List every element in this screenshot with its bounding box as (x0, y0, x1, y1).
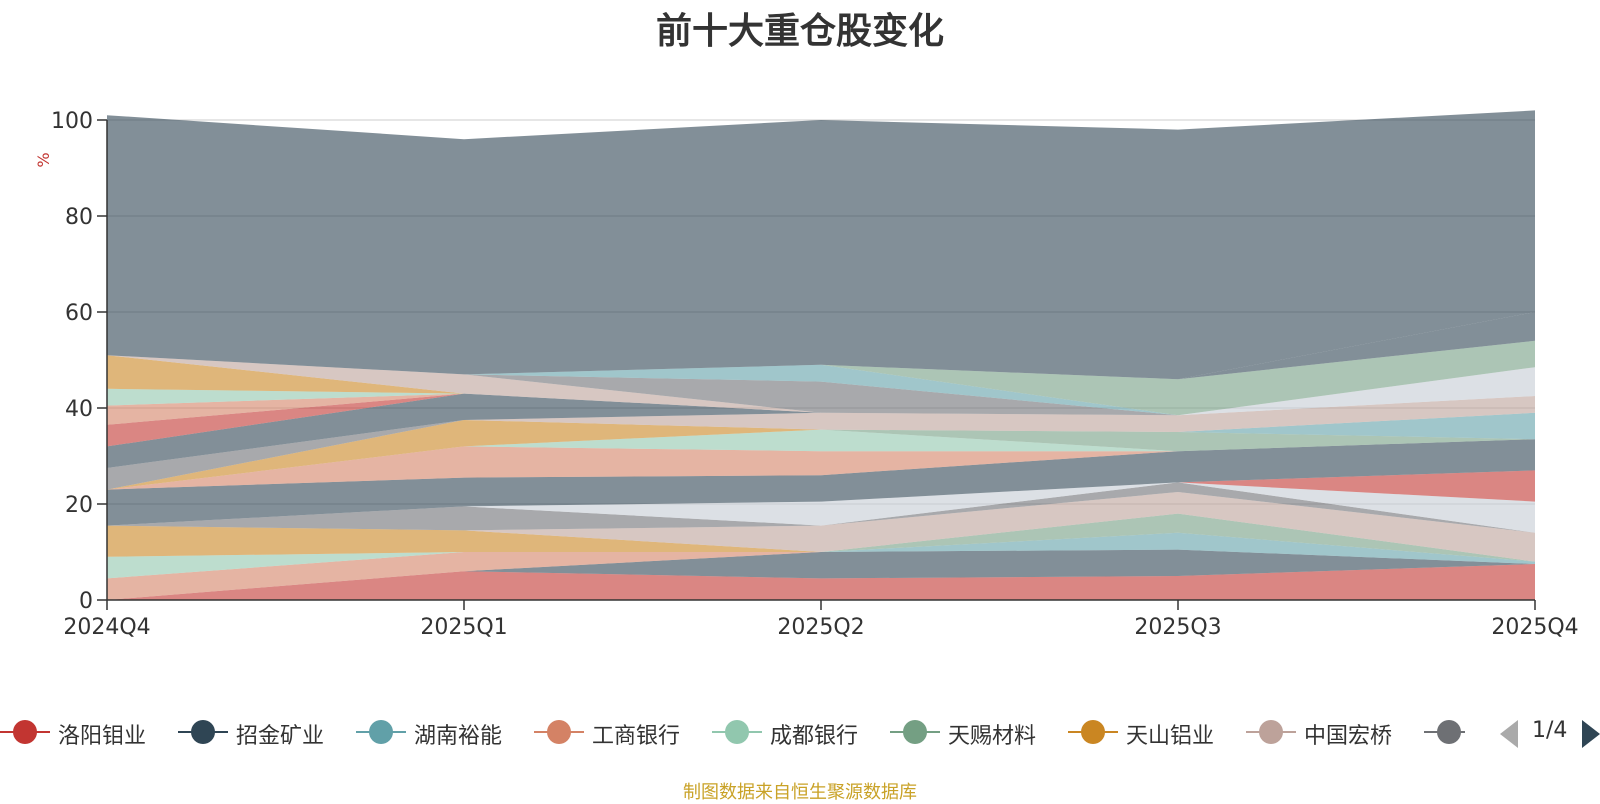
area-series-11[interactable] (107, 439, 1535, 526)
legend-label: 天赐材料 (948, 724, 1037, 749)
y-tick-label: 100 (51, 109, 93, 134)
legend-item[interactable]: 中国宏桥 (1246, 712, 1424, 752)
area-series-19[interactable] (107, 393, 1535, 468)
area-chart: 0 20 40 60 80 100 2024Q4 2025Q1 2025Q2 2025Q3 2025… (34, 109, 1579, 640)
area-series-1[interactable] (107, 549, 1535, 600)
axes: 0 20 40 60 80 100 2024Q4 2025Q1 2025Q2 2025Q3 2025… (51, 109, 1579, 640)
legend-label: 成都银行 (770, 724, 859, 749)
legend-item[interactable]: 天山铝业 (1068, 712, 1246, 752)
legend-label: 天山铝业 (1126, 724, 1215, 749)
area-series-30[interactable] (107, 110, 1535, 380)
y-tick-label: 60 (65, 301, 93, 326)
area-series-13[interactable] (107, 429, 1535, 490)
x-tick-label: 2025Q2 (777, 615, 864, 640)
area-series-12[interactable] (107, 439, 1535, 490)
area-series-25[interactable] (107, 355, 1535, 416)
legend-circle-icon (1081, 720, 1105, 744)
area-series-9[interactable] (107, 482, 1535, 533)
legend-item[interactable]: 天赐材料 (890, 712, 1068, 752)
legend-label: 洛阳钼业 (58, 724, 147, 749)
area-series-4[interactable] (107, 532, 1535, 579)
area-series-17[interactable] (107, 396, 1535, 490)
legend-circle-icon (13, 720, 37, 744)
area-series-16[interactable] (107, 412, 1535, 490)
area-series-26[interactable] (107, 355, 1535, 416)
legend-next-page-button[interactable] (1582, 720, 1600, 748)
legend-item[interactable]: 成都银行 (712, 712, 890, 752)
legend-label: 中国宏桥 (1304, 724, 1393, 749)
legend-circle-icon (369, 720, 393, 744)
legend-circle-icon (1259, 720, 1283, 744)
source-note: 制图数据来自恒生聚源数据库 (683, 782, 917, 803)
y-tick-label: 20 (65, 493, 93, 518)
area-series-2[interactable] (107, 532, 1535, 600)
area-series-28[interactable] (107, 340, 1535, 416)
legend-item[interactable]: 湖南裕能 (356, 712, 534, 752)
legend-circle-icon (725, 720, 749, 744)
x-tick-label: 2025Q1 (420, 615, 507, 640)
legend-label: 工商银行 (592, 724, 681, 749)
area-series-20[interactable] (107, 367, 1535, 447)
legend-item[interactable]: 工商银行 (534, 712, 712, 752)
x-tick-label: 2025Q3 (1134, 615, 1221, 640)
y-axis-label: % (34, 152, 53, 167)
legend-item[interactable]: 招金矿业 (178, 712, 356, 752)
legend-circle-icon (191, 720, 215, 744)
legend-items: 洛阳钼业 招金矿业 湖南裕能 工商银行 成都银行 天赐材料 天山铝业 中国宏桥 紫金矿业 (0, 712, 1465, 752)
area-series-27[interactable] (107, 355, 1535, 416)
legend: 洛阳钼业 招金矿业 湖南裕能 工商银行 成都银行 天赐材料 天山铝业 中国宏桥 紫金矿业 1/4 (0, 712, 1600, 752)
legend-label: 湖南裕能 (414, 724, 503, 749)
legend-circle-icon (1437, 720, 1461, 744)
x-tick-label: 2024Q4 (63, 615, 150, 640)
legend-page-indicator: 1/4 (1532, 718, 1568, 743)
area-series (107, 110, 1535, 600)
legend-item[interactable]: 紫金矿业 (1424, 712, 1465, 752)
y-tick-label: 0 (79, 589, 93, 614)
area-series-6[interactable] (107, 513, 1535, 562)
area-series-7[interactable] (107, 492, 1535, 562)
legend-circle-icon (547, 720, 571, 744)
legend-item[interactable]: 洛阳钼业 (0, 712, 178, 752)
y-tick-label: 80 (65, 205, 93, 230)
x-tick-label: 2025Q4 (1491, 615, 1578, 640)
legend-label: 招金矿业 (236, 724, 325, 749)
legend-circle-icon (903, 720, 927, 744)
area-series-14[interactable] (107, 429, 1535, 490)
area-series-0[interactable] (107, 564, 1535, 600)
chart-title: 前十大重仓股变化 (655, 11, 944, 52)
area-series-5[interactable] (107, 513, 1535, 562)
area-series-10[interactable] (107, 470, 1535, 526)
legend-prev-page-button[interactable] (1500, 720, 1518, 748)
area-series-8[interactable] (107, 482, 1535, 533)
area-series-3[interactable] (107, 532, 1535, 600)
y-tick-label: 40 (65, 397, 93, 422)
